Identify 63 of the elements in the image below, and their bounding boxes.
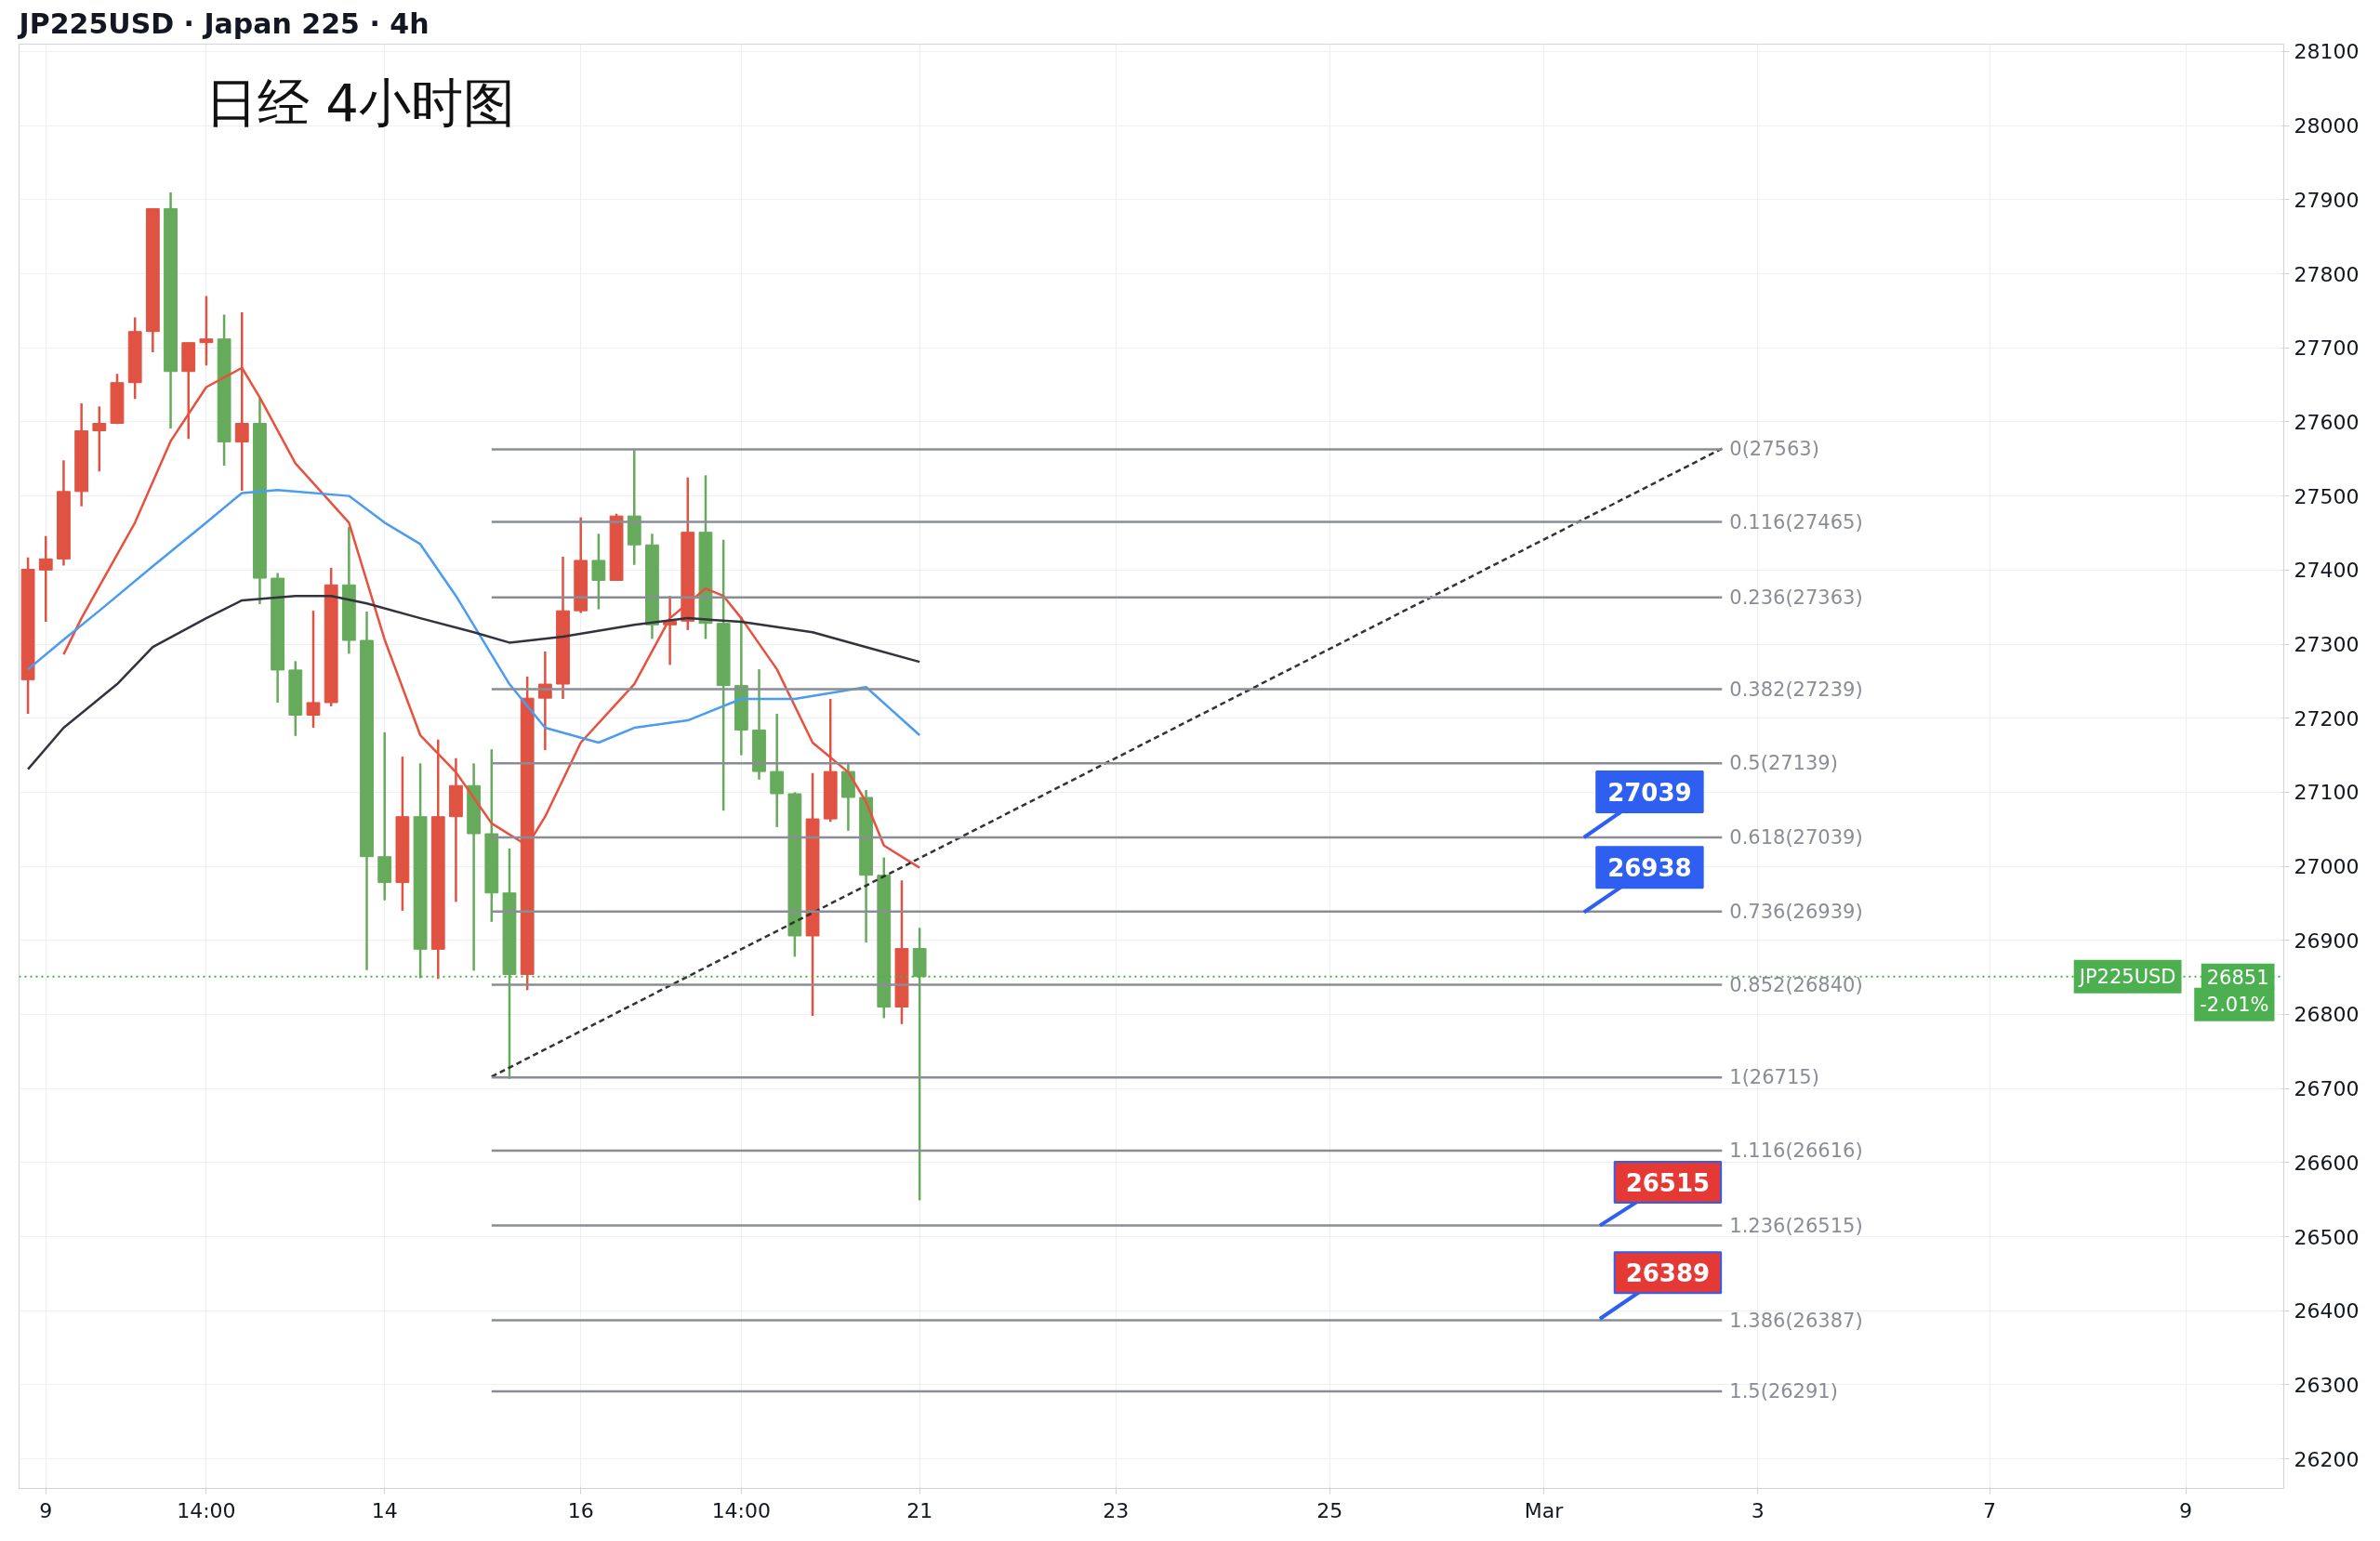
x-tick-label: 14: [371, 1498, 398, 1522]
x-tick-label: 14:00: [177, 1498, 236, 1522]
series-label: 1.236(26515): [1729, 1214, 1863, 1237]
annotation: 26389: [1625, 1259, 1711, 1288]
y-tick-label: 27100: [2294, 781, 2360, 805]
x-tick-label: 9: [2179, 1498, 2193, 1522]
y-tick-label: 26600: [2294, 1151, 2360, 1175]
y-tick-label: 27500: [2294, 484, 2360, 508]
candlestick: [306, 609, 321, 730]
candlestick: [92, 404, 107, 473]
annotation: -2.01%: [2200, 993, 2269, 1016]
y-tick-label: 26700: [2294, 1077, 2360, 1101]
y-tick-label: 26900: [2294, 929, 2360, 953]
series-label: 0.736(26939): [1729, 900, 1863, 923]
line-series: [26, 489, 921, 744]
y-tick-label: 27400: [2294, 559, 2360, 583]
candlestick: [199, 295, 214, 367]
y-tick-label: 28000: [2294, 114, 2360, 138]
annotation: 26515: [1625, 1168, 1711, 1197]
series-label: 1.5(26291): [1729, 1380, 1838, 1403]
candlestick: [912, 926, 927, 1202]
x-tick-label: 9: [39, 1498, 53, 1522]
x-tick-label: 23: [1103, 1498, 1130, 1522]
x-tick-label: 3: [1751, 1498, 1765, 1522]
series-label: 0.236(27363): [1729, 586, 1863, 609]
text: 日经 4小时图: [205, 72, 515, 133]
x-tick-label: Mar: [1524, 1498, 1565, 1522]
series-label: 0.618(27039): [1729, 826, 1863, 849]
x-tick-label: 16: [567, 1498, 594, 1522]
y-tick-label: 28100: [2294, 40, 2360, 64]
y-tick-label: 27000: [2294, 855, 2360, 879]
y-tick-label: 26500: [2294, 1225, 2360, 1249]
candlestick: [770, 712, 785, 829]
series-label: 0.5(27139): [1729, 752, 1838, 775]
annotation: 26851: [2206, 966, 2269, 989]
x-tick-label: 14:00: [711, 1498, 772, 1522]
y-tick-label: 26400: [2294, 1299, 2360, 1324]
x-tick-label: 21: [906, 1498, 933, 1522]
line-series: [26, 594, 921, 770]
y-tick-label: 27800: [2294, 262, 2360, 286]
x-tick-label: 7: [1983, 1498, 1997, 1522]
y-tick-label: 27900: [2294, 188, 2360, 212]
series-label: 0.116(27465): [1729, 510, 1863, 533]
series-label: 1.386(26387): [1729, 1309, 1863, 1332]
series-label: 0.852(26840): [1729, 973, 1863, 996]
x-tick-label: 25: [1316, 1498, 1343, 1522]
candlestick: [38, 534, 53, 624]
series-label: 0.382(27239): [1729, 678, 1863, 701]
annotation: 27039: [1607, 779, 1692, 808]
series-label: 1(26715): [1729, 1066, 1819, 1089]
ref-line-label: JP225USD: [2077, 965, 2176, 988]
chart-title: JP225USD · Japan 225 · 4h: [17, 7, 430, 40]
y-tick-label: 26200: [2294, 1447, 2360, 1471]
candlestick: [591, 533, 606, 611]
annotation: 26938: [1607, 854, 1692, 883]
y-tick-label: 27200: [2294, 706, 2360, 731]
y-tick-label: 27700: [2294, 336, 2360, 361]
series-label: 1.116(26616): [1729, 1139, 1863, 1163]
y-tick-label: 27300: [2294, 633, 2360, 657]
series-label: 0(27563): [1729, 438, 1819, 461]
y-tick-label: 27600: [2294, 410, 2360, 434]
y-tick-label: 26800: [2294, 1003, 2360, 1027]
y-tick-label: 26300: [2294, 1373, 2360, 1397]
